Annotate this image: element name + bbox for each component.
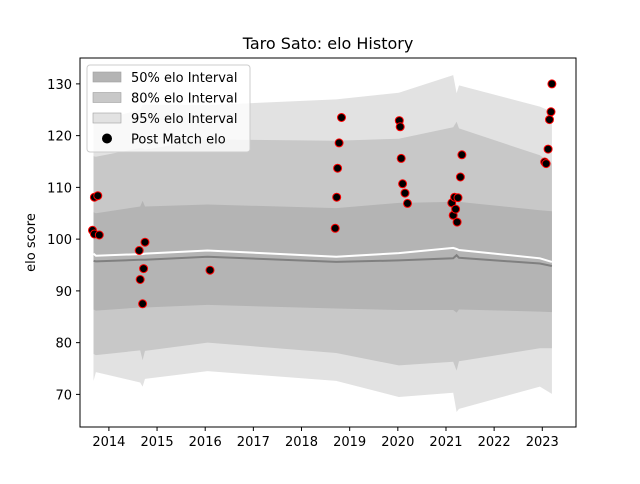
y-tick-label: 100: [47, 233, 72, 248]
x-tick-label: 2018: [285, 435, 318, 450]
post-match-elo-point: [205, 265, 215, 275]
post-match-elo-point: [453, 193, 463, 203]
post-match-elo-point: [138, 299, 148, 309]
median-elo-line: [93, 253, 553, 267]
post-match-elo-point: [139, 264, 149, 274]
post-match-elo-point: [400, 188, 410, 198]
x-tick-label: 2014: [92, 435, 125, 450]
post-match-elo-point: [332, 192, 342, 202]
x-tick-label: 2020: [381, 435, 414, 450]
post-match-elo-point: [93, 191, 103, 201]
legend-frame: [86, 64, 251, 153]
y-tick-label: 90: [55, 285, 72, 300]
post-match-elo-point: [396, 153, 406, 163]
legend-item-post-match-elo: Post Match elo: [131, 133, 226, 148]
x-tick-label: 2023: [526, 435, 559, 450]
y-tick-label: 130: [47, 78, 72, 93]
x-tick-label: 2022: [478, 435, 511, 450]
post-match-elo-point: [547, 79, 557, 89]
post-match-elo-point: [455, 172, 465, 182]
x-axis: 2014 2015 2016 2017 2018 2019 2020 2021 2022 2023: [92, 427, 559, 450]
post-match-elo-point: [451, 204, 461, 214]
y-axis-label: elo score: [24, 213, 39, 272]
post-match-elo-point: [395, 122, 405, 132]
legend: 50% elo Interval 80% elo Interval 95% elo …: [86, 64, 251, 153]
legend-item-post-match-elo-marker: [102, 133, 112, 144]
x-tick-label: 2017: [237, 435, 270, 450]
post-match-elo-point: [135, 275, 145, 284]
post-match-elo-point: [330, 223, 340, 233]
post-match-elo-point: [134, 246, 144, 255]
post-match-elo-point: [403, 198, 412, 208]
legend-item-80-interval-swatch: [92, 92, 122, 103]
post-match-elo-point: [337, 113, 346, 122]
chart-title: Taro Sato: elo History: [242, 34, 414, 53]
post-match-elo-point: [452, 217, 462, 227]
post-match-elo-point: [334, 138, 344, 148]
x-tick-label: 2021: [429, 435, 462, 450]
x-tick-label: 2019: [333, 435, 366, 450]
x-tick-label: 2015: [141, 435, 174, 450]
post-match-elo-point: [545, 115, 554, 125]
y-tick-label: 70: [55, 388, 72, 403]
post-match-elo-point: [546, 107, 556, 117]
x-tick-label: 2016: [189, 435, 222, 450]
y-tick-label: 110: [47, 181, 72, 196]
legend-item-95-interval-swatch: [92, 112, 122, 124]
y-tick-label: 120: [47, 130, 72, 145]
legend-item-50-interval-swatch: [92, 71, 122, 83]
y-axis: 70 80 90 100 110 120 130: [47, 78, 80, 403]
post-match-elo-point: [457, 150, 467, 160]
plot-frame: [79, 57, 577, 428]
post-match-elo-point: [398, 179, 408, 189]
legend-item-50-interval: 50% elo Interval: [131, 71, 238, 86]
post-match-elo-point: [94, 230, 104, 240]
post-match-elo-point: [333, 163, 343, 173]
post-match-elo-point: [543, 144, 553, 154]
post-match-elo-point: [541, 159, 551, 169]
legend-item-80-interval: 80% elo Interval: [131, 92, 238, 107]
legend-item-95-interval: 95% elo Interval: [131, 112, 238, 127]
y-tick-label: 80: [55, 337, 72, 352]
plot-area: [88, 75, 557, 412]
post-match-elo-point: [140, 237, 150, 247]
